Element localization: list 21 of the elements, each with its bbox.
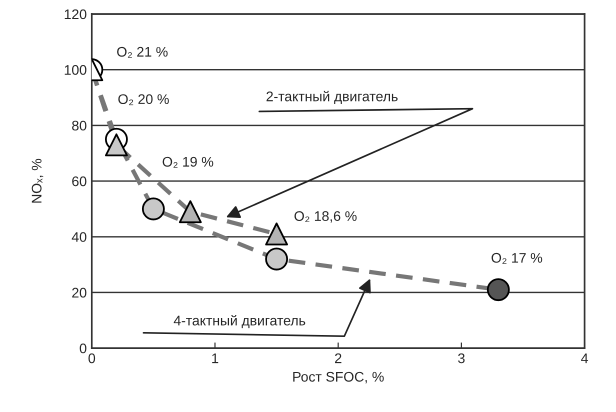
annotation: O₂ 19 %: [162, 156, 214, 168]
y-tick-label: 60: [72, 176, 86, 186]
y-tick-label: 80: [72, 120, 86, 131]
x-tick-label: 2: [335, 353, 342, 364]
x-tick-label: 1: [212, 354, 218, 364]
y-tick-label: 100: [64, 65, 86, 75]
x-tick-label: 4: [581, 354, 588, 364]
annotation: O₂ 17 %: [492, 252, 542, 264]
annotation: 2-тактный двигатель: [266, 90, 398, 104]
annotation: O₂ 20 %: [118, 94, 169, 106]
y-tick-label: 120: [64, 9, 86, 20]
annotation: O₂ 18,6 %: [294, 211, 357, 223]
y-tick-label: 40: [72, 232, 86, 242]
annotation: 4-тактный двигатель: [174, 315, 306, 328]
x-tick-label: 0: [88, 353, 96, 364]
y-tick-label: 0: [80, 343, 86, 354]
y-axis-title: NOₓ, %: [32, 158, 44, 203]
x-tick-label: 3: [458, 353, 465, 364]
annotation: O₂ 21 %: [117, 46, 168, 58]
x-axis-title: Рост SFOC, %: [293, 372, 384, 384]
y-tick-label: 20: [72, 288, 86, 298]
